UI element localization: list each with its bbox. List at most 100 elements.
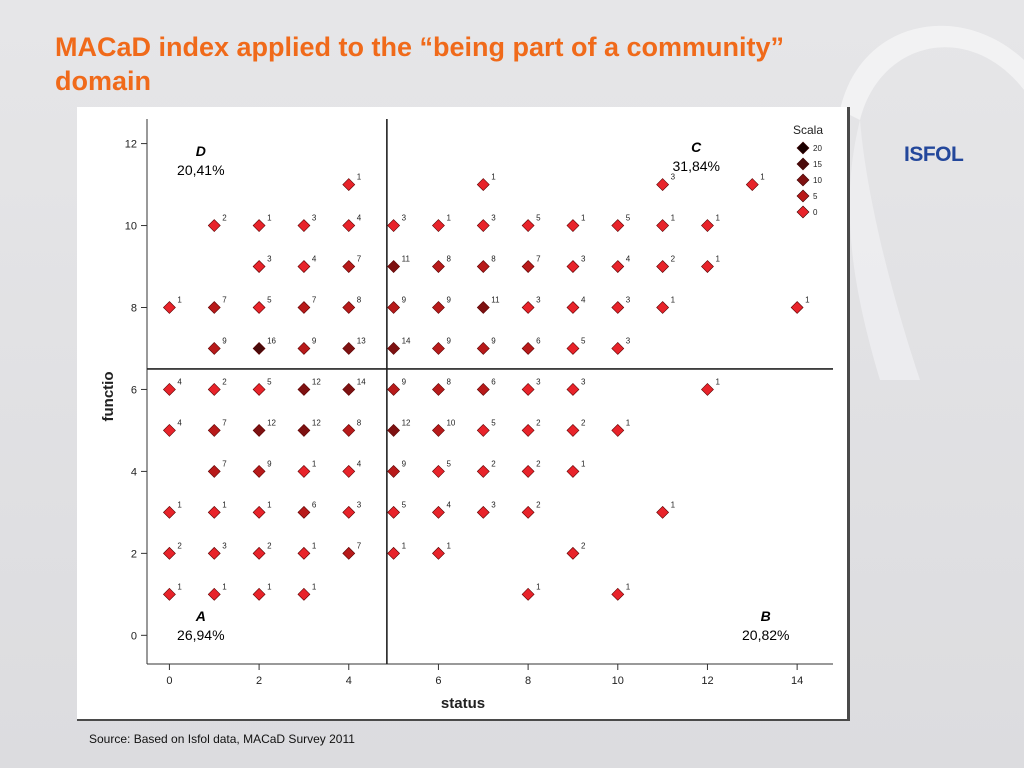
point-count-label: 1: [671, 500, 676, 509]
point-count-label: 1: [177, 582, 182, 591]
point-count-label: 3: [491, 500, 496, 509]
data-point: [656, 301, 670, 314]
data-point: [252, 424, 266, 437]
data-point: [566, 342, 580, 355]
point-count-label: 8: [446, 377, 451, 386]
data-point: [566, 464, 580, 478]
point-count-label: 1: [267, 582, 272, 591]
point-count-label: 14: [402, 336, 411, 345]
data-point: [252, 260, 266, 273]
point-count-label: 10: [446, 418, 455, 427]
data-point: [566, 301, 580, 314]
point-count-label: 3: [581, 377, 586, 386]
point-count-label: 12: [267, 418, 276, 427]
point-count-label: 1: [760, 173, 765, 182]
point-count-label: 5: [626, 214, 631, 223]
y-tick-label: 4: [131, 466, 137, 478]
source-note: Source: Based on Isfol data, MACaD Surve…: [89, 732, 355, 746]
y-tick-label: 0: [131, 630, 137, 642]
data-point: [611, 342, 625, 355]
quadrant-letter-d: D: [196, 143, 206, 159]
point-count-label: 5: [402, 500, 407, 509]
point-count-label: 1: [222, 582, 227, 591]
data-point: [297, 424, 311, 437]
data-point: [162, 587, 176, 601]
data-point: [521, 342, 535, 355]
point-count-label: 1: [715, 214, 720, 223]
point-count-label: 9: [312, 336, 317, 345]
data-point: [476, 260, 490, 273]
data-point: [521, 505, 535, 519]
data-point: [701, 219, 714, 232]
point-count-label: 7: [357, 255, 362, 264]
point-count-label: 4: [581, 295, 586, 304]
data-point: [387, 424, 401, 437]
data-point: [252, 464, 266, 478]
legend-swatch: [796, 141, 810, 155]
y-tick-label: 6: [131, 384, 137, 396]
legend-swatch: [796, 189, 810, 203]
data-point: [476, 505, 490, 519]
point-count-label: 1: [626, 582, 631, 591]
point-count-label: 2: [177, 541, 182, 550]
data-point: [476, 424, 490, 437]
data-point: [432, 424, 445, 437]
point-count-label: 9: [402, 295, 407, 304]
quadrant-letter-b: B: [761, 608, 771, 624]
data-point: [297, 505, 311, 519]
data-point: [342, 505, 356, 519]
point-count-label: 4: [357, 459, 362, 468]
point-count-label: 3: [536, 295, 541, 304]
legend-swatch: [796, 157, 810, 171]
quadrant-letter-a: A: [195, 608, 206, 624]
data-point: [387, 383, 401, 396]
point-count-label: 1: [581, 214, 586, 223]
quadrant-value-a: 26,94%: [177, 627, 224, 643]
point-count-label: 7: [222, 295, 227, 304]
data-point: [342, 424, 356, 437]
legend-label: 10: [813, 176, 822, 185]
point-count-label: 2: [536, 418, 541, 427]
data-point: [521, 464, 535, 478]
point-count-label: 7: [536, 255, 541, 264]
point-count-label: 1: [267, 214, 272, 223]
data-point: [387, 219, 401, 232]
legend-label: 5: [813, 192, 818, 201]
point-count-label: 11: [491, 295, 500, 304]
data-point: [656, 219, 670, 232]
point-count-label: 5: [536, 214, 541, 223]
data-point: [432, 464, 445, 478]
quadrant-value-d: 20,41%: [177, 162, 224, 178]
data-point: [387, 260, 401, 273]
data-point: [207, 301, 221, 314]
point-count-label: 13: [357, 336, 366, 345]
point-count-label: 4: [312, 255, 317, 264]
data-point: [566, 383, 580, 396]
data-point: [566, 424, 580, 437]
data-point: [566, 260, 580, 273]
point-count-label: 1: [222, 500, 227, 509]
data-point: [521, 424, 535, 437]
point-count-label: 2: [581, 418, 586, 427]
data-point: [342, 219, 356, 232]
y-tick-label: 2: [131, 548, 137, 560]
point-count-label: 1: [446, 541, 451, 550]
legend-swatch: [796, 173, 810, 187]
data-point: [252, 383, 266, 396]
data-point: [566, 546, 580, 560]
data-point: [297, 546, 311, 560]
data-point: [252, 301, 266, 314]
point-count-label: 3: [267, 255, 272, 264]
point-count-label: 1: [581, 459, 586, 468]
quadrant-value-c: 31,84%: [673, 158, 720, 174]
point-count-label: 2: [491, 459, 496, 468]
point-count-label: 8: [491, 255, 496, 264]
logo-text: ISFOL: [904, 143, 964, 166]
point-count-label: 3: [312, 214, 317, 223]
data-point: [297, 260, 311, 273]
data-point: [656, 178, 670, 191]
point-count-label: 5: [446, 459, 451, 468]
data-point: [387, 301, 401, 314]
point-count-label: 4: [177, 377, 182, 386]
